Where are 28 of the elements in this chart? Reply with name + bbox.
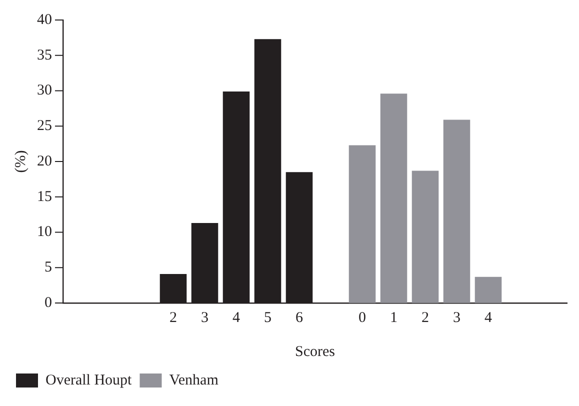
y-tick-label: 40: [37, 12, 52, 28]
x-tick-label: 2: [422, 310, 429, 326]
x-tick-label: 4: [232, 310, 240, 326]
y-tick-label: 0: [44, 294, 52, 311]
y-axis-title: (%): [12, 150, 29, 173]
x-tick-label: 3: [453, 310, 460, 326]
y-tick-label: 15: [37, 188, 52, 205]
bar: [443, 120, 470, 303]
legend-label: Venham: [169, 372, 219, 388]
legend-label: Overall Houpt: [46, 372, 133, 388]
x-tick-label: 3: [201, 310, 208, 326]
bar: [348, 145, 376, 303]
y-tick-label: 25: [37, 118, 52, 134]
bar: [412, 170, 439, 303]
x-tick-label: 6: [296, 310, 304, 326]
x-tick-label: 2: [170, 310, 177, 326]
y-tick-label: 30: [37, 82, 52, 99]
x-tick-label: 1: [390, 310, 398, 326]
x-axis-title: Scores: [295, 344, 336, 360]
bar: [380, 94, 408, 303]
x-tick-label: 4: [484, 310, 492, 326]
x-tick-label: 5: [264, 310, 272, 326]
y-tick-label: 10: [37, 224, 52, 240]
x-tick-label: 0: [358, 310, 366, 326]
y-tick-label: 5: [44, 260, 52, 276]
y-tick-label: 20: [37, 153, 52, 170]
y-tick-label: 35: [37, 47, 52, 64]
bar: [474, 276, 502, 303]
